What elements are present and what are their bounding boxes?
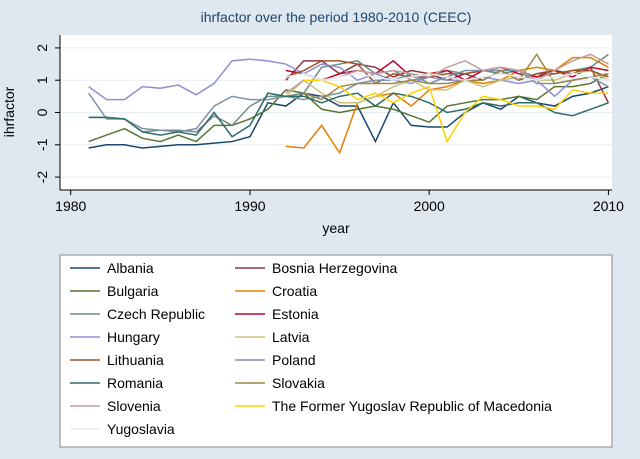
legend-box (59, 254, 613, 448)
y-tick-label: 0 (34, 108, 50, 116)
series-line (285, 60, 609, 85)
x-axis-title: year (322, 220, 350, 236)
legend-label: Slovakia (272, 375, 325, 391)
legend-label: Latvia (272, 329, 310, 345)
x-tick-label: 1980 (55, 198, 86, 214)
legend-label: Hungary (107, 329, 160, 345)
legend-label: Czech Republic (107, 306, 205, 322)
legend-label: Estonia (272, 306, 319, 322)
series-line (285, 69, 609, 104)
y-tick-label: 2 (34, 44, 50, 52)
y-tick-label: -1 (34, 138, 50, 151)
chart-title: ihrfactor over the period 1980-2010 (CEE… (201, 9, 472, 25)
y-tick-label: -2 (34, 171, 50, 184)
series-line (303, 53, 609, 101)
series-line (303, 79, 609, 144)
legend-label: Yugoslavia (107, 421, 175, 437)
series-line (285, 72, 609, 81)
legend-label: Romania (107, 375, 163, 391)
x-tick-label: 1990 (234, 198, 265, 214)
y-tick-label: 1 (34, 76, 50, 84)
x-tick-label: 2000 (414, 198, 445, 214)
legend-label: Bosnia Herzegovina (272, 260, 398, 276)
legend-label: Poland (272, 352, 316, 368)
series-line (88, 73, 609, 143)
legend-label: Bulgaria (107, 283, 159, 299)
y-axis-title: ihrfactor (1, 86, 17, 137)
legend-label: Lithuania (107, 352, 164, 368)
legend-label: Croatia (272, 283, 317, 299)
legend-label: Albania (107, 260, 154, 276)
legend-label: The Former Yugoslav Republic of Macedoni… (272, 398, 552, 414)
series-line (88, 92, 609, 138)
legend-label: Slovenia (107, 398, 161, 414)
x-tick-label: 2010 (593, 198, 624, 214)
